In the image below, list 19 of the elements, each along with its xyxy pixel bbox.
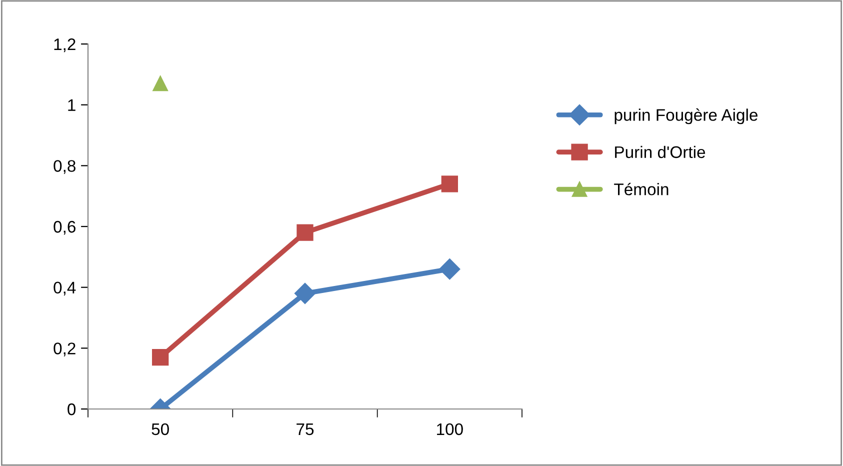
legend-label: Témoin [614, 182, 668, 196]
point [294, 282, 316, 304]
point [439, 258, 460, 280]
x-tick-label: 50 [152, 423, 169, 436]
point [441, 176, 458, 192]
point [296, 224, 314, 241]
point [152, 76, 168, 92]
point [152, 348, 169, 366]
legend-label: purin Fougère Aigle [614, 108, 758, 124]
y-tick-label: 1,2 [54, 38, 76, 52]
x-tick-label: 75 [296, 424, 314, 436]
y-tick-label: 0,4 [54, 282, 76, 296]
legend-label: Purin d'Ortie [615, 146, 706, 158]
y-tick-label: 0,2 [54, 342, 76, 356]
y-tick-label: 0,8 [54, 160, 76, 174]
x-tick-label: 100 [437, 423, 463, 436]
y-tick-label: 0 [68, 403, 76, 416]
y-tick-label: 1 [68, 99, 76, 111]
y-tick-label: 0,6 [54, 220, 76, 235]
